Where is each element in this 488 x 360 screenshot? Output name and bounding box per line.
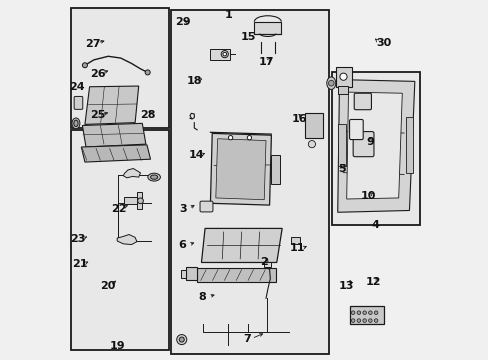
Bar — [185, 267, 197, 280]
Text: 17: 17 — [258, 57, 273, 67]
Text: 26: 26 — [90, 69, 106, 79]
Text: 7: 7 — [243, 333, 251, 343]
Bar — [337, 124, 346, 166]
Bar — [197, 268, 276, 282]
Circle shape — [221, 50, 228, 58]
FancyBboxPatch shape — [349, 120, 363, 140]
Polygon shape — [210, 134, 271, 205]
Text: 5: 5 — [338, 164, 345, 174]
FancyBboxPatch shape — [352, 132, 373, 157]
Text: 14: 14 — [188, 150, 203, 160]
Polygon shape — [346, 92, 402, 199]
Circle shape — [223, 52, 226, 56]
Circle shape — [339, 73, 346, 80]
Text: 3: 3 — [180, 204, 187, 214]
Polygon shape — [82, 123, 145, 147]
Bar — [171, 10, 328, 354]
Bar — [70, 8, 169, 128]
Polygon shape — [215, 139, 265, 200]
Ellipse shape — [147, 173, 160, 181]
Text: 15: 15 — [240, 32, 255, 41]
Bar — [137, 192, 142, 209]
Circle shape — [247, 135, 251, 140]
Polygon shape — [201, 228, 282, 262]
Circle shape — [368, 311, 371, 315]
Text: 29: 29 — [175, 17, 190, 27]
Text: 2: 2 — [260, 257, 267, 267]
Bar — [180, 270, 185, 278]
Text: 13: 13 — [338, 281, 353, 291]
Bar — [332, 72, 419, 225]
Circle shape — [373, 311, 377, 315]
Text: 25: 25 — [90, 111, 106, 121]
Text: 16: 16 — [290, 114, 306, 124]
Text: 28: 28 — [140, 111, 155, 121]
FancyBboxPatch shape — [353, 93, 371, 110]
Circle shape — [328, 80, 333, 86]
Bar — [124, 197, 139, 204]
Circle shape — [356, 311, 360, 315]
Text: 8: 8 — [198, 292, 205, 302]
Circle shape — [176, 334, 186, 345]
Bar — [335, 67, 351, 87]
Text: 21: 21 — [72, 259, 87, 269]
Circle shape — [356, 319, 360, 322]
Polygon shape — [337, 80, 414, 212]
Bar — [405, 117, 412, 173]
Polygon shape — [85, 86, 139, 125]
Ellipse shape — [74, 120, 78, 127]
Ellipse shape — [150, 175, 158, 179]
Text: 23: 23 — [70, 234, 85, 244]
Text: 24: 24 — [69, 82, 84, 92]
Bar — [290, 237, 300, 244]
Bar — [349, 306, 383, 324]
Bar — [338, 86, 348, 94]
Bar — [70, 130, 169, 350]
Text: 10: 10 — [360, 191, 375, 201]
Text: 11: 11 — [289, 243, 305, 253]
Polygon shape — [123, 168, 140, 178]
Polygon shape — [117, 234, 137, 244]
Text: 19: 19 — [109, 341, 125, 351]
Text: 18: 18 — [186, 76, 202, 86]
Ellipse shape — [326, 77, 335, 89]
Circle shape — [351, 319, 354, 322]
Text: 27: 27 — [85, 39, 101, 49]
Text: 22: 22 — [111, 204, 126, 214]
Bar — [271, 155, 280, 184]
Circle shape — [137, 198, 143, 204]
Bar — [210, 49, 230, 59]
Text: 9: 9 — [366, 138, 373, 147]
Text: 6: 6 — [178, 239, 185, 249]
Polygon shape — [81, 145, 150, 162]
Circle shape — [228, 135, 232, 140]
Circle shape — [179, 337, 184, 342]
Text: 30: 30 — [375, 38, 390, 48]
FancyBboxPatch shape — [74, 96, 82, 109]
Circle shape — [362, 311, 366, 315]
Circle shape — [145, 70, 150, 75]
Circle shape — [351, 311, 354, 315]
Circle shape — [373, 319, 377, 322]
Bar — [350, 307, 382, 323]
Bar — [263, 262, 271, 267]
Ellipse shape — [72, 118, 80, 129]
Circle shape — [368, 319, 371, 322]
Bar — [304, 113, 323, 138]
Text: 1: 1 — [224, 10, 232, 20]
Text: 20: 20 — [100, 281, 115, 291]
Text: 4: 4 — [371, 220, 379, 230]
Circle shape — [308, 140, 315, 148]
Circle shape — [362, 319, 366, 322]
Text: 12: 12 — [365, 277, 381, 287]
Circle shape — [82, 63, 87, 68]
FancyBboxPatch shape — [200, 201, 212, 212]
Bar — [254, 22, 281, 33]
